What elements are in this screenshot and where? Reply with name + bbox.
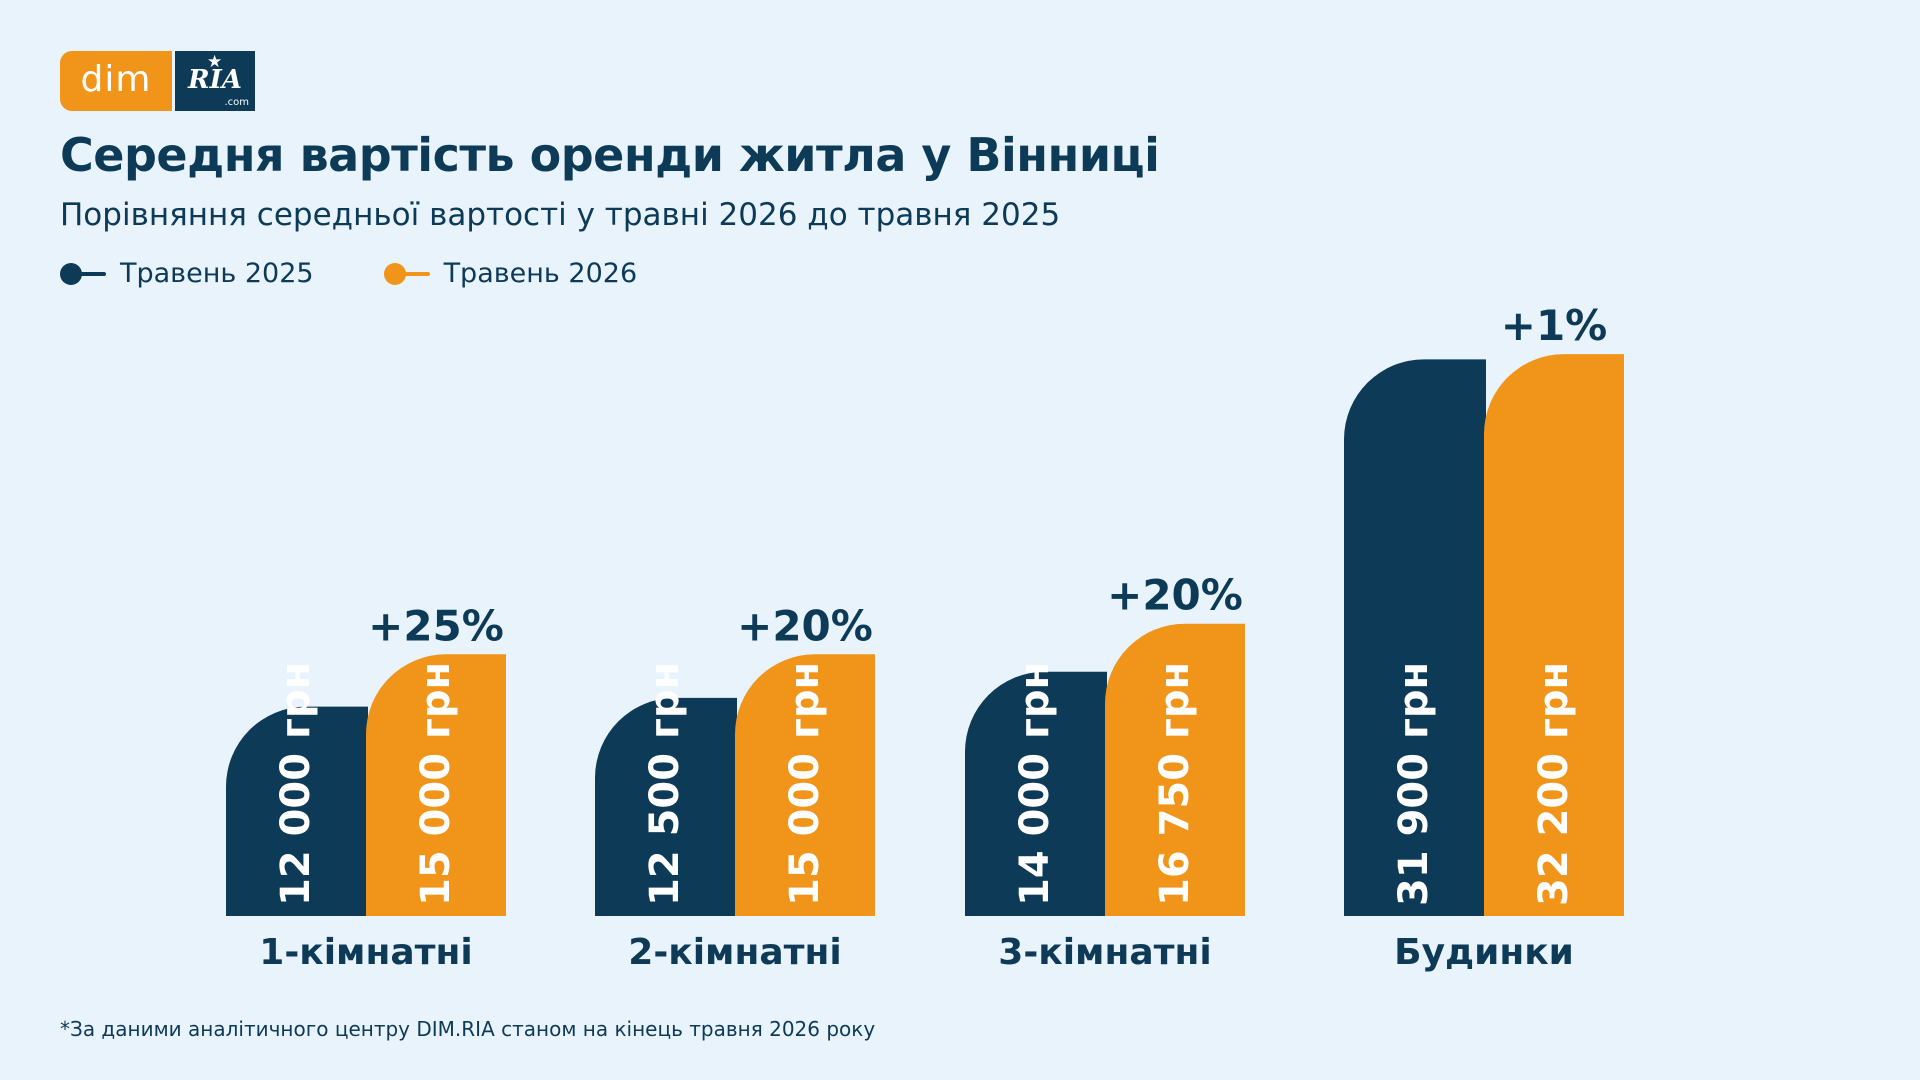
chart-subtitle: Порівняння середньої вартості у травні 2… xyxy=(60,197,1061,233)
change-label: +20% xyxy=(737,601,873,650)
logo-ria-com: .com xyxy=(224,97,249,108)
category-label: 2-кімнатні xyxy=(628,932,841,973)
logo-ria: ★ RIA .com xyxy=(175,51,255,111)
legend-item-2025: Травень 2025 xyxy=(60,258,314,289)
footnote: *За даними аналітичного центру DIM.RIA с… xyxy=(60,1017,876,1041)
bar-value-label: 15 000 грн xyxy=(782,662,828,906)
legend-line-2025 xyxy=(76,271,106,276)
bar-2026-1 xyxy=(735,654,875,916)
bar-2025-0 xyxy=(226,706,368,916)
legend: Травень 2025 Травень 2026 xyxy=(60,258,707,289)
legend-line-2026 xyxy=(399,271,430,276)
bar-2026-3 xyxy=(1484,354,1624,916)
change-label: +20% xyxy=(1107,571,1243,620)
bar-value-label: 14 000 грн xyxy=(1012,662,1058,906)
bar-value-label: 15 000 грн xyxy=(413,662,459,906)
bar-value-label: 32 200 грн xyxy=(1531,662,1577,906)
category-label: 1-кімнатні xyxy=(259,932,472,973)
legend-label-2025: Травень 2025 xyxy=(120,258,314,289)
bar-value-label: 16 750 грн xyxy=(1152,662,1198,906)
logo-ria-text: RIA xyxy=(188,65,242,95)
bar-2025-2 xyxy=(965,671,1107,916)
star-icon: ★ xyxy=(207,52,223,72)
legend-label-2026: Травень 2026 xyxy=(443,258,638,289)
bar-2026-2 xyxy=(1105,623,1245,916)
category-label: Будинки xyxy=(1394,932,1574,973)
dim-ria-logo: dim ★ RIA .com xyxy=(60,51,255,111)
bar-value-label: 12 500 грн xyxy=(642,662,688,906)
bar-value-label: 31 900 грн xyxy=(1391,662,1437,906)
legend-dot-2026 xyxy=(383,262,406,285)
legend-item-2026: Травень 2026 xyxy=(383,258,638,289)
legend-marker-2025 xyxy=(60,262,106,285)
bar-2025-3 xyxy=(1344,359,1486,917)
bar-2025-1 xyxy=(595,697,737,916)
category-label: 3-кімнатні xyxy=(998,932,1211,973)
bar-2026-0 xyxy=(366,654,506,916)
bar-value-label: 12 000 грн xyxy=(273,662,319,906)
legend-dot-2025 xyxy=(60,262,82,285)
logo-dim: dim xyxy=(60,51,172,111)
change-label: +1% xyxy=(1501,301,1608,350)
legend-marker-2026 xyxy=(383,262,430,285)
chart-title: Середня вартість оренди житла у Вінниці xyxy=(60,128,1160,182)
change-label: +25% xyxy=(368,601,504,650)
